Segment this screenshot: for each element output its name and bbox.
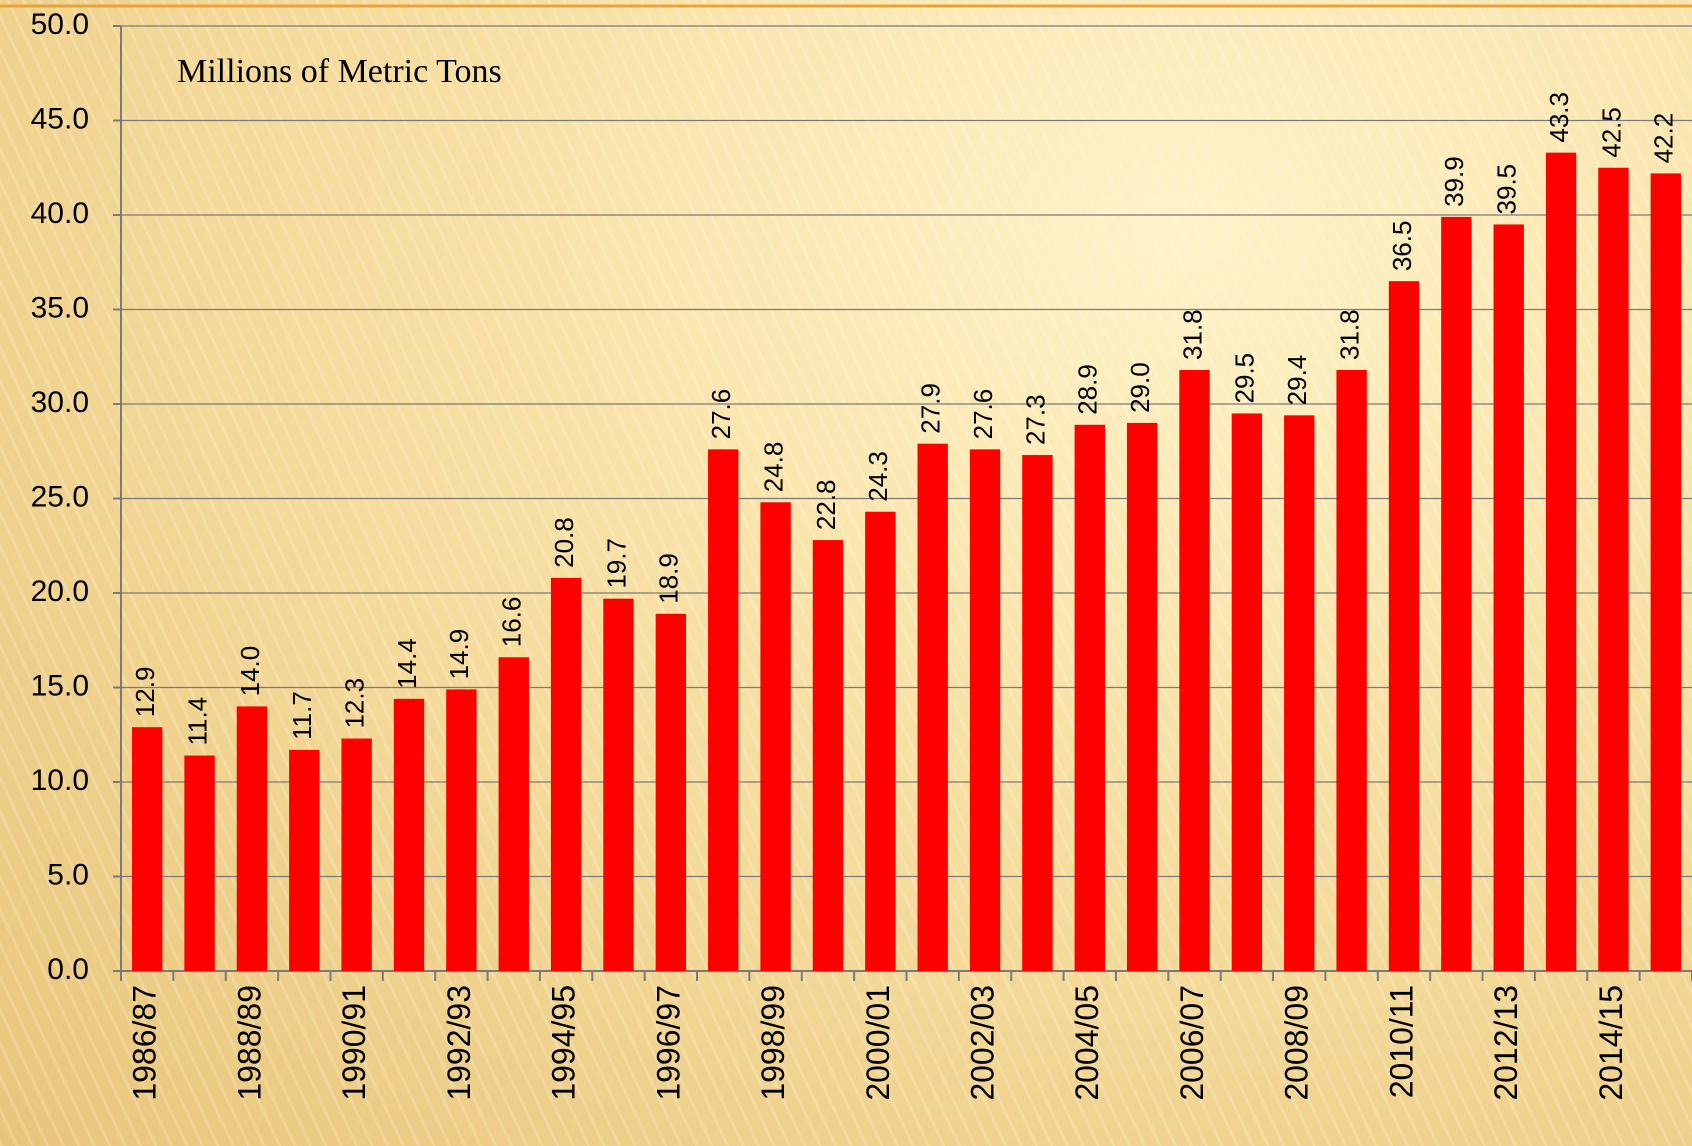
value-label: 22.8 bbox=[811, 479, 841, 530]
value-label: 31.8 bbox=[1177, 309, 1207, 360]
bar bbox=[131, 727, 163, 971]
value-label: 14.9 bbox=[444, 629, 474, 680]
y-tick-label: 20.0 bbox=[31, 575, 89, 608]
value-label: 36.5 bbox=[1387, 221, 1417, 272]
value-label: 27.9 bbox=[916, 383, 946, 434]
value-label: 28.9 bbox=[1073, 364, 1103, 415]
value-label: 43.3 bbox=[1544, 92, 1574, 143]
y-tick-label: 0.0 bbox=[47, 953, 89, 986]
value-label: 20.8 bbox=[549, 517, 579, 568]
y-tick-label: 15.0 bbox=[31, 669, 89, 702]
bar bbox=[1231, 413, 1263, 971]
bar bbox=[1650, 173, 1682, 972]
bar bbox=[1441, 216, 1472, 971]
x-tick-label: 2012/13 bbox=[1488, 985, 1524, 1101]
bar bbox=[1598, 167, 1629, 971]
value-label: 27.6 bbox=[706, 389, 736, 440]
value-label: 11.7 bbox=[287, 691, 317, 740]
bar bbox=[603, 598, 634, 971]
bar bbox=[1336, 369, 1367, 972]
value-label: 14.4 bbox=[392, 638, 422, 689]
x-tick-label: 1998/99 bbox=[755, 985, 791, 1101]
bar bbox=[1074, 424, 1105, 971]
bar bbox=[393, 698, 425, 971]
x-tick-label: 2004/05 bbox=[1069, 985, 1105, 1101]
value-label: 27.3 bbox=[1020, 394, 1050, 445]
value-label: 27.6 bbox=[968, 389, 998, 440]
value-label: 31.8 bbox=[1334, 309, 1364, 360]
chart-subtitle: Millions of Metric Tons bbox=[177, 53, 502, 90]
x-tick-label: 1992/93 bbox=[441, 985, 477, 1101]
bar bbox=[969, 449, 1001, 971]
bar bbox=[289, 749, 320, 971]
bar bbox=[708, 449, 739, 971]
x-tick-label: 2010/11 bbox=[1383, 985, 1419, 1098]
x-tick-label: 2000/01 bbox=[860, 985, 896, 1101]
bar bbox=[1284, 415, 1315, 972]
bar bbox=[1388, 281, 1420, 971]
bar bbox=[865, 511, 896, 971]
bar bbox=[1022, 455, 1053, 971]
value-label: 42.2 bbox=[1649, 113, 1679, 164]
value-label: 12.9 bbox=[130, 667, 160, 718]
y-tick-label: 35.0 bbox=[31, 291, 89, 324]
value-label: 11.4 bbox=[182, 697, 212, 746]
bar bbox=[446, 689, 477, 971]
bar bbox=[1493, 224, 1524, 971]
x-tick-label: 1986/87 bbox=[127, 985, 163, 1101]
bar bbox=[760, 502, 791, 971]
value-label: 42.5 bbox=[1596, 107, 1626, 158]
value-label: 14.0 bbox=[235, 646, 265, 697]
x-tick-label: 1996/97 bbox=[650, 985, 686, 1101]
value-label: 29.4 bbox=[1282, 355, 1312, 406]
bar bbox=[1545, 152, 1577, 971]
value-label: 39.5 bbox=[1492, 164, 1522, 215]
bar bbox=[1179, 369, 1210, 972]
bar bbox=[184, 755, 215, 971]
value-label: 19.7 bbox=[601, 538, 631, 589]
y-tick-label: 45.0 bbox=[31, 102, 89, 135]
bar bbox=[498, 657, 529, 971]
y-tick-label: 10.0 bbox=[31, 764, 89, 797]
bar bbox=[812, 540, 844, 971]
value-label: 24.8 bbox=[758, 442, 788, 493]
bar bbox=[655, 613, 687, 971]
bar bbox=[917, 443, 948, 971]
value-label: 12.3 bbox=[340, 678, 370, 729]
bar bbox=[341, 738, 372, 971]
bar bbox=[550, 577, 582, 971]
value-label: 16.6 bbox=[497, 597, 527, 648]
x-tick-label: 1994/95 bbox=[546, 985, 582, 1101]
x-tick-label: 1988/89 bbox=[231, 985, 267, 1101]
x-tick-label: 1990/91 bbox=[336, 985, 372, 1101]
bar bbox=[1126, 422, 1158, 971]
y-tick-label: 5.0 bbox=[47, 858, 89, 891]
value-label: 39.9 bbox=[1439, 156, 1469, 207]
x-tick-label: 2008/09 bbox=[1279, 985, 1315, 1101]
value-label: 24.3 bbox=[863, 451, 893, 502]
y-tick-label: 40.0 bbox=[31, 197, 89, 230]
bar bbox=[236, 706, 268, 971]
y-tick-label: 30.0 bbox=[31, 386, 89, 419]
x-tick-label: 2002/03 bbox=[965, 985, 1001, 1101]
x-tick-label: 2006/07 bbox=[1174, 985, 1210, 1101]
value-label: 29.0 bbox=[1125, 362, 1155, 413]
y-tick-label: 25.0 bbox=[31, 480, 89, 513]
value-label: 29.5 bbox=[1230, 353, 1260, 404]
y-tick-label: 50.0 bbox=[31, 8, 89, 41]
value-label: 18.9 bbox=[654, 553, 684, 604]
x-tick-label: 2014/15 bbox=[1593, 985, 1629, 1101]
